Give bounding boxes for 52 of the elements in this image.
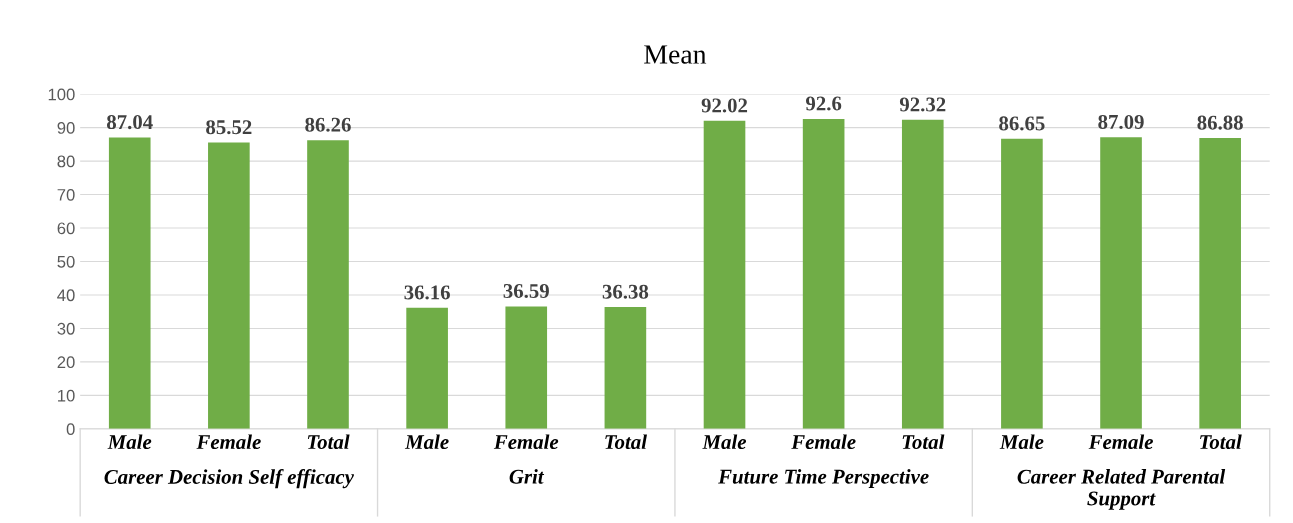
bar <box>1100 137 1142 429</box>
data-label: 36.38 <box>602 284 649 299</box>
y-tick-label: 40 <box>57 289 75 302</box>
bar <box>1001 138 1043 429</box>
data-label: 92.6 <box>805 96 842 111</box>
data-label: 92.32 <box>899 97 946 112</box>
data-label: 87.09 <box>1098 114 1144 130</box>
x-tick-label: Female <box>1088 434 1153 450</box>
text: Future Time Perspective <box>718 469 929 488</box>
y-tick-label: 50 <box>57 255 75 268</box>
bar <box>901 119 944 429</box>
data-label: 92.02 <box>701 98 748 113</box>
bar <box>406 307 448 429</box>
x-tick-label: Total <box>605 434 647 450</box>
bar <box>208 142 250 429</box>
bar <box>1199 138 1241 429</box>
x-tick-label: Male <box>107 434 152 450</box>
y-tick-label: 30 <box>57 322 75 335</box>
text: Career Related Parental Support <box>1017 469 1226 510</box>
x-tick-label: Total <box>307 434 350 450</box>
x-tick-label: Male <box>404 434 449 450</box>
y-tick-label: 90 <box>57 122 75 134</box>
text: Career Decision Self efficacy <box>104 469 354 489</box>
bar <box>108 137 151 429</box>
text: Grit <box>509 469 545 484</box>
bar <box>802 118 845 429</box>
bar <box>505 306 548 429</box>
y-tick-label: 80 <box>57 155 75 168</box>
y-tick-label: 60 <box>57 222 75 235</box>
y-tick-label: 0 <box>66 423 75 436</box>
data-label: 86.65 <box>999 116 1045 131</box>
data-label: 85.52 <box>206 120 252 135</box>
y-tick-label: 10 <box>58 389 75 402</box>
bar <box>604 307 647 429</box>
x-tick-label: Female <box>493 434 559 450</box>
x-tick-label: Female <box>196 434 261 450</box>
bar <box>307 140 349 429</box>
data-label: 87.04 <box>106 115 153 130</box>
data-label: 36.16 <box>404 285 450 300</box>
x-tick-label: Female <box>791 434 856 450</box>
data-label: 86.88 <box>1197 115 1243 130</box>
x-tick-label: Total <box>1200 434 1242 450</box>
data-label: 36.59 <box>503 283 549 299</box>
y-tick-label: 20 <box>57 356 75 369</box>
data-label: 86.26 <box>305 117 351 132</box>
x-tick-label: Male <box>702 434 747 450</box>
x-tick-label: Male <box>999 434 1044 450</box>
x-tick-label: Total <box>902 434 945 450</box>
y-tick-label: 70 <box>57 188 75 201</box>
bar <box>703 120 746 429</box>
y-tick-label: 100 <box>48 88 75 101</box>
chart-title: Mean <box>644 45 707 64</box>
